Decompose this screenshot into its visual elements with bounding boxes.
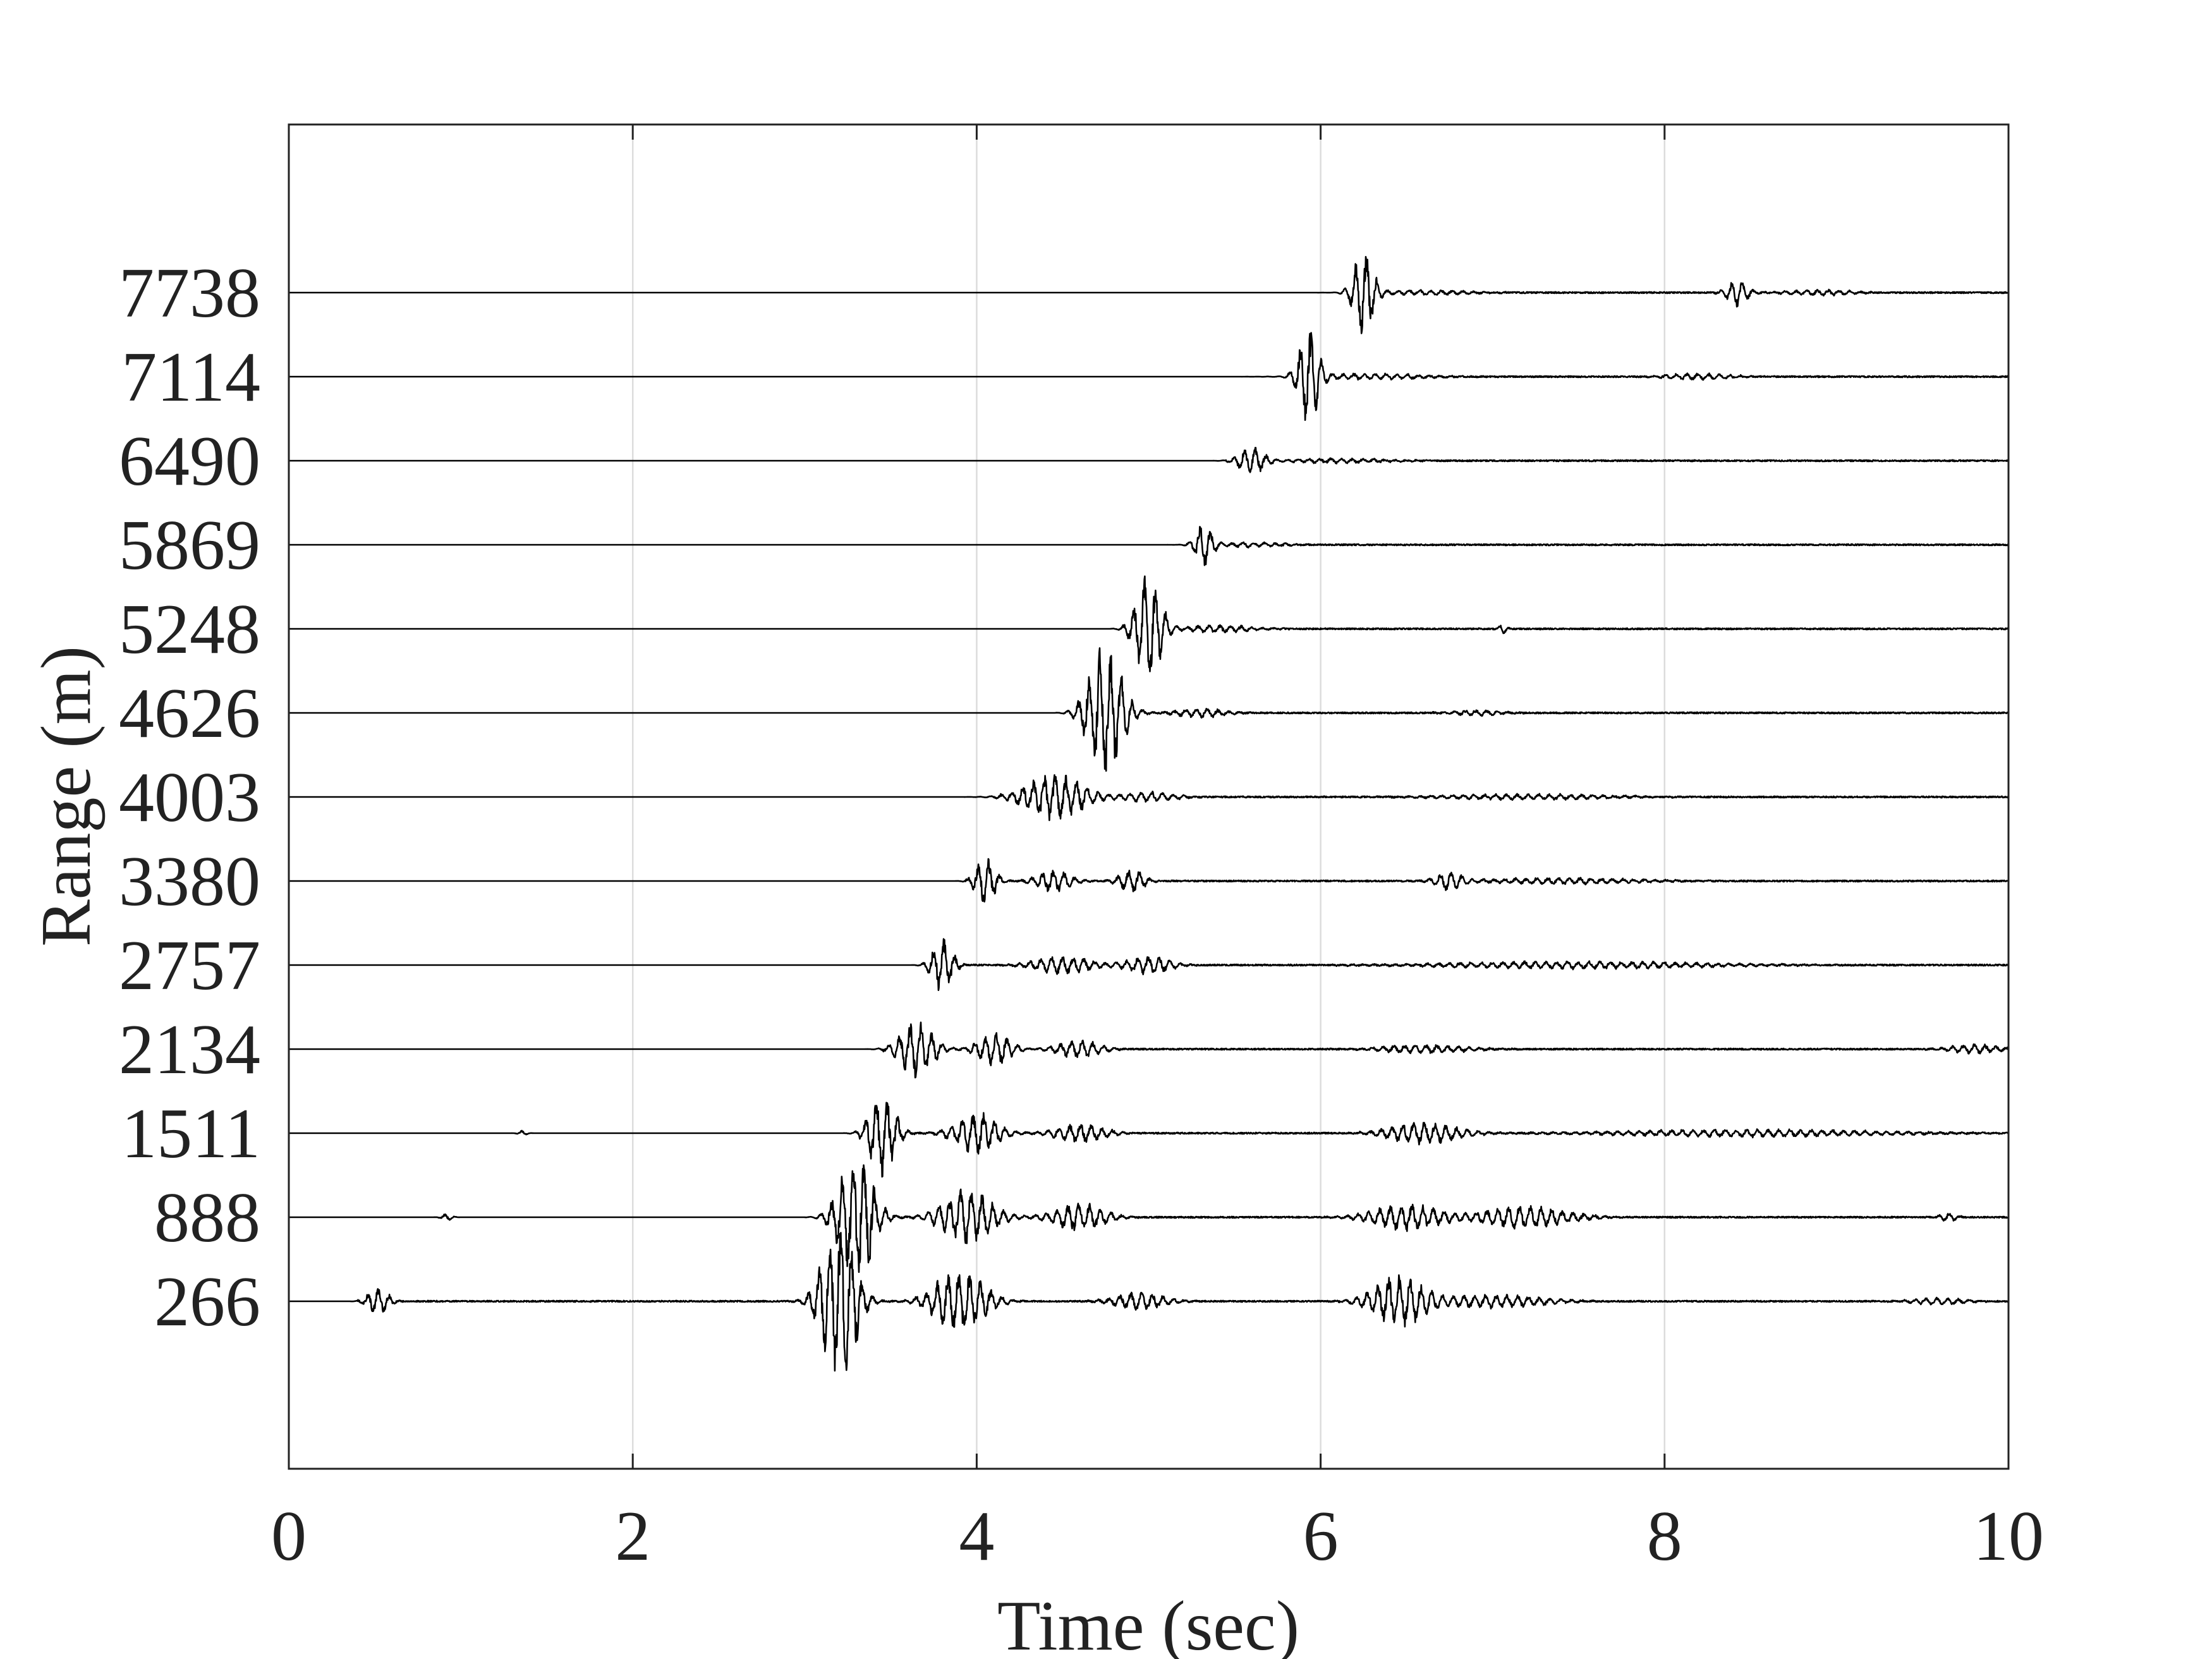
y-tick-label: 888 — [154, 1179, 260, 1257]
trace-line — [288, 1021, 2010, 1079]
trace-lines — [288, 256, 2010, 1372]
x-tick-label: 2 — [615, 1497, 650, 1576]
y-tick-label: 2757 — [119, 927, 260, 1005]
trace-line — [288, 1164, 2009, 1273]
x-tick-label: 8 — [1647, 1497, 1682, 1576]
trace-line — [288, 256, 2010, 334]
trace-line — [288, 1102, 2009, 1178]
y-tick-label: 7738 — [119, 254, 260, 332]
y-tick-label: 1511 — [121, 1095, 260, 1173]
y-tick-label: 4626 — [119, 674, 260, 753]
trace-line — [288, 647, 2009, 772]
y-tick-label: 266 — [154, 1263, 260, 1341]
trace-line — [288, 575, 2009, 672]
trace-line — [288, 938, 2009, 992]
x-tick-label: 0 — [271, 1497, 307, 1576]
trace-line — [288, 526, 2010, 566]
trace-line — [288, 858, 2009, 902]
x-tick-label: 6 — [1303, 1497, 1339, 1576]
trace-line — [288, 774, 2010, 822]
x-tick-label: 10 — [1973, 1497, 2044, 1576]
trace-line — [288, 447, 2009, 473]
x-axis-label: Time (sec) — [997, 1587, 1299, 1659]
y-axis-label: Range (m) — [27, 646, 106, 947]
x-tick-label: 4 — [959, 1497, 994, 1576]
y-tick-label: 4003 — [119, 758, 260, 837]
x-axis-ticks: 0 2 4 6 8 10 — [271, 125, 2044, 1576]
y-tick-label: 5248 — [119, 590, 260, 669]
y-tick-label: 2134 — [119, 1011, 260, 1089]
y-tick-label: 3380 — [119, 842, 260, 921]
y-tick-label: 7114 — [121, 338, 260, 416]
y-tick-label: 6490 — [119, 422, 260, 501]
y-axis-ticks: 7738711464905869524846264003338027572134… — [119, 254, 260, 1341]
y-tick-label: 5869 — [119, 506, 260, 585]
plot-frame — [288, 123, 2010, 1470]
trace-line — [288, 332, 2009, 421]
trace-line — [288, 1232, 2010, 1372]
